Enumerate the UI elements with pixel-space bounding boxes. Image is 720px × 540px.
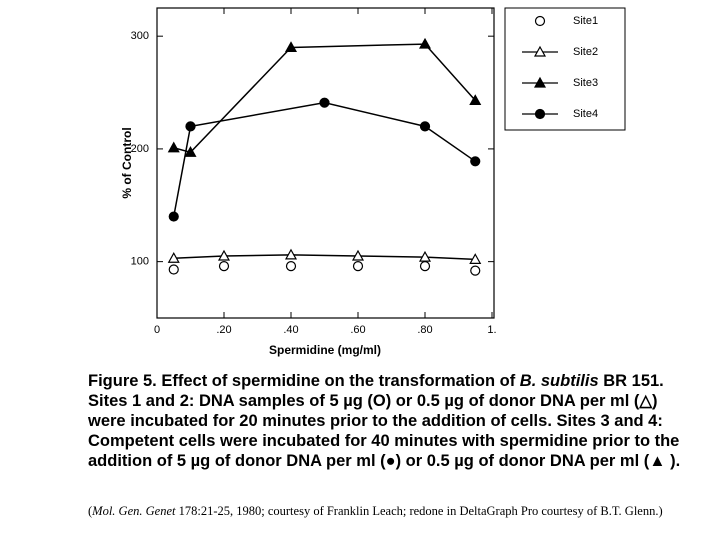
marker <box>168 264 179 275</box>
caption-text: Figure 5. Effect of spermidine on the tr… <box>88 372 520 390</box>
marker <box>184 146 197 157</box>
marker <box>185 121 196 132</box>
x-tick-label: 1. <box>487 324 496 336</box>
marker <box>168 211 179 222</box>
legend-marker <box>533 76 547 88</box>
marker <box>470 265 481 276</box>
marker <box>419 121 431 132</box>
marker <box>419 261 431 272</box>
caption-text: BR 151. Sites 1 and 2: DNA samples of 5 … <box>88 372 681 470</box>
x-tick-label: .80 <box>417 324 432 336</box>
source-text: 178:21-25, 1980; courtesy of Franklin Le… <box>175 504 663 518</box>
x-tick-label: .20 <box>216 324 231 336</box>
source-text: ( <box>88 504 93 518</box>
legend-frame <box>504 7 626 131</box>
chart: Spermidine (mg/ml) % of Control 0 .20 .40.… <box>120 7 626 357</box>
source-note: (Mol. Gen. Genet 178:21-25, 1980; courte… <box>88 503 698 519</box>
marker <box>218 261 230 272</box>
y-tick-label: 100 <box>131 256 149 268</box>
marker <box>167 252 180 263</box>
marker <box>352 261 364 272</box>
plot-frame <box>156 7 495 319</box>
source-journal: Mol. Gen. Genet <box>92 504 176 518</box>
x-tick-label: .60 <box>350 324 365 336</box>
caption-species: B. subtilis <box>519 372 599 390</box>
legend-marker <box>534 15 546 27</box>
marker <box>469 94 482 106</box>
y-axis-label: % of Control <box>120 127 134 198</box>
marker <box>470 156 481 167</box>
marker <box>469 253 482 264</box>
marker <box>285 261 297 272</box>
legend-label: Site4 <box>573 108 598 120</box>
y-tick-label: 200 <box>131 143 149 155</box>
x-tick-label: .40 <box>283 324 298 336</box>
legend-marker <box>534 108 546 120</box>
legend-label: Site2 <box>573 46 598 58</box>
caption: Figure 5. Effect of spermidine on the tr… <box>88 371 696 471</box>
marker <box>167 141 180 153</box>
series-line <box>173 101 476 217</box>
series-line <box>173 254 476 261</box>
legend-label: Site1 <box>573 15 598 27</box>
marker <box>319 97 330 108</box>
x-axis-label: Spermidine (mg/ml) <box>269 343 381 357</box>
marker <box>284 248 298 260</box>
marker <box>418 250 432 262</box>
legend-marker <box>533 45 547 57</box>
legend-label: Site3 <box>573 77 598 89</box>
marker <box>418 37 432 49</box>
y-tick-label: 300 <box>131 30 149 42</box>
marker <box>217 249 231 261</box>
marker <box>284 41 298 53</box>
marker <box>351 249 365 261</box>
x-tick-label: 0 <box>154 324 160 336</box>
